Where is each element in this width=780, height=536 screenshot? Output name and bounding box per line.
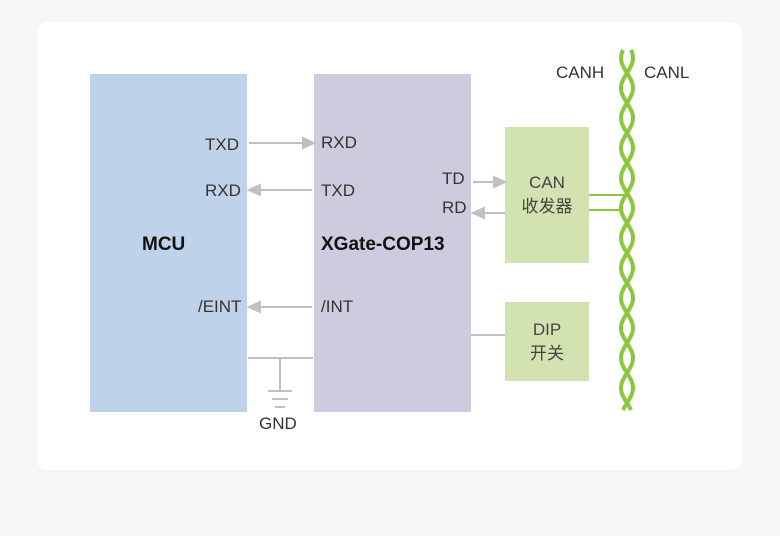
xgate-block	[314, 74, 471, 412]
mcu-txd-pin: TXD	[205, 135, 239, 154]
mcu-title: MCU	[142, 234, 186, 255]
dip-label: DIP	[532, 319, 562, 339]
xgate-title: XGate-COP13	[321, 234, 445, 255]
can-transceiver-block: CAN 收发器	[505, 127, 589, 263]
xg-rxd-pin: RXD	[321, 133, 357, 152]
canl-label: CANL	[644, 63, 690, 82]
switch-label: 开关	[530, 343, 564, 363]
xg-int-pin: /INT	[321, 297, 354, 316]
twisted-pair-canh	[618, 49, 636, 411]
arrow-left-icon	[246, 300, 261, 314]
twisted-pair-canl	[618, 49, 636, 411]
mcu-eint-pin: /EINT	[198, 297, 242, 316]
transceiver-label: 收发器	[521, 197, 573, 216]
mcu-rxd-pin: RXD	[205, 181, 241, 200]
ground-icon	[268, 390, 292, 408]
arrow-right-icon	[493, 175, 508, 189]
can-label: CAN	[529, 173, 565, 192]
xg-txd-pin: TXD	[321, 181, 355, 200]
dip-switch-block: DIP 开关	[505, 302, 589, 381]
gnd-label: GND	[259, 414, 297, 433]
mcu-block	[90, 74, 247, 412]
arrow-right-icon	[302, 136, 317, 150]
xg-td-pin: TD	[442, 169, 465, 188]
arrow-left-icon	[470, 206, 485, 220]
arrow-left-icon	[246, 183, 261, 197]
canh-label: CANH	[556, 63, 605, 82]
xg-rd-pin: RD	[442, 198, 467, 217]
